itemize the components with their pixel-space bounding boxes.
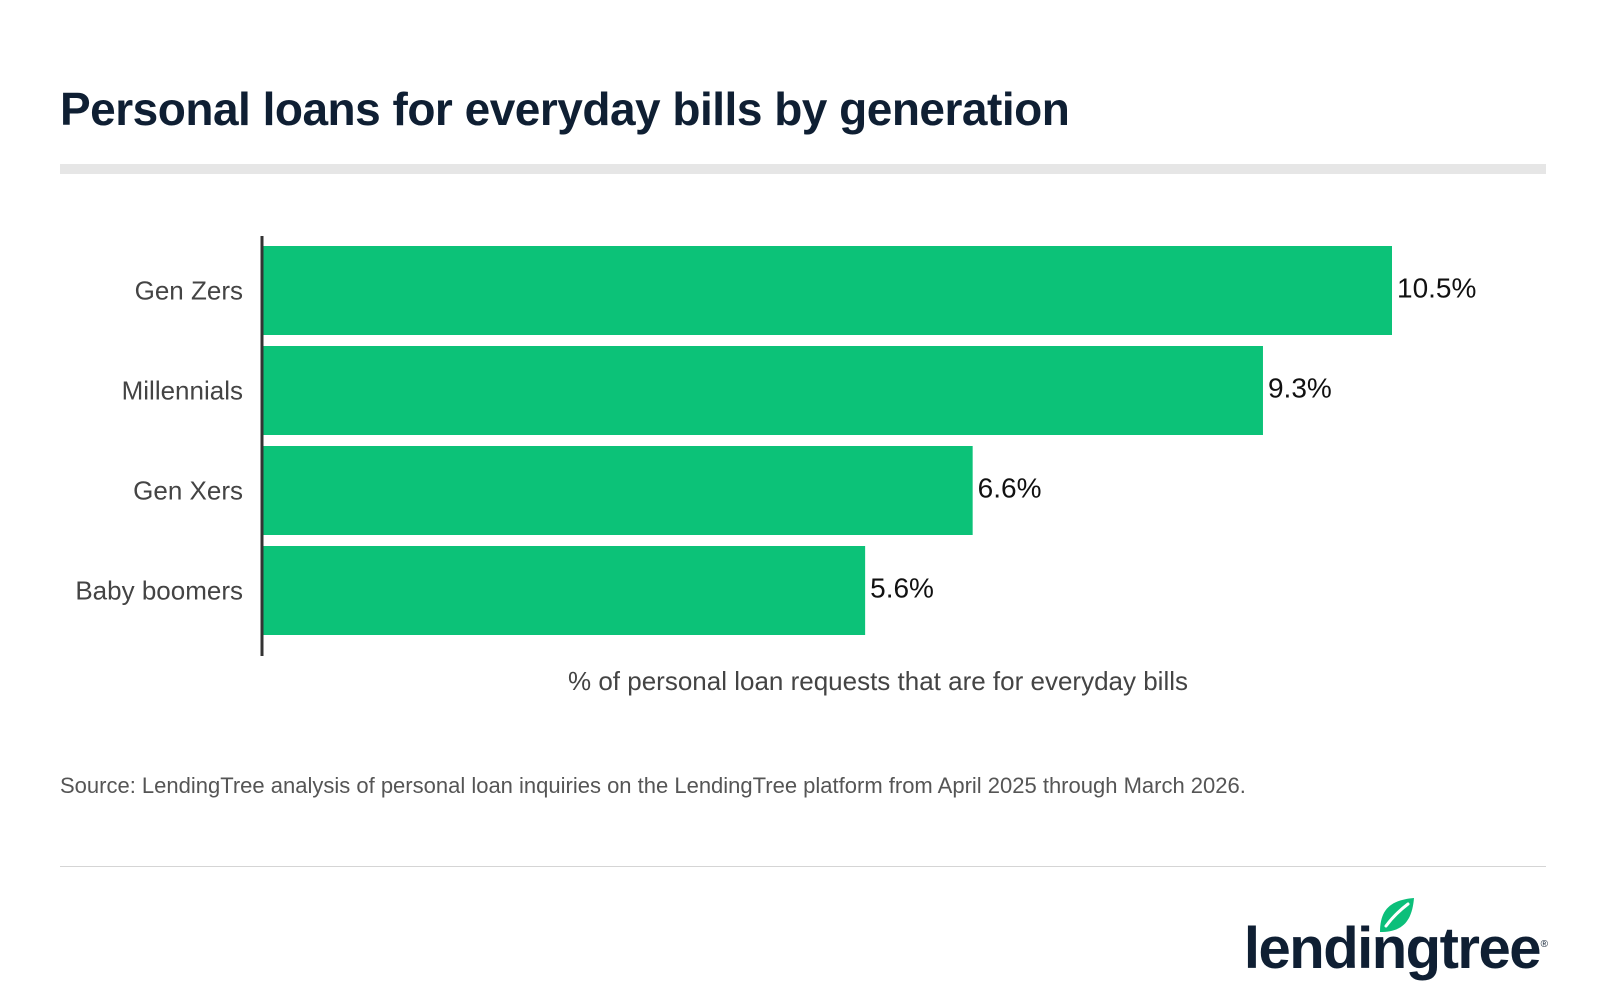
x-axis-label: % of personal loan requests that are for… bbox=[568, 666, 1189, 696]
bar-baby-boomers bbox=[263, 546, 866, 635]
bar-millennials bbox=[263, 346, 1263, 435]
value-label: 5.6% bbox=[870, 573, 934, 604]
category-label: Gen Zers bbox=[135, 276, 243, 306]
leaf-icon bbox=[1380, 898, 1414, 932]
category-label: Gen Xers bbox=[133, 476, 243, 506]
source-note: Source: LendingTree analysis of personal… bbox=[60, 773, 1246, 798]
value-label: 10.5% bbox=[1397, 273, 1476, 304]
logo-wordmark: lendingtree bbox=[1243, 916, 1542, 981]
chart-title: Personal loans for everyday bills by gen… bbox=[60, 83, 1070, 135]
title-divider bbox=[60, 164, 1546, 174]
lendingtree-logo: lendingtree ® bbox=[1244, 896, 1548, 986]
bars-group: Gen Zers 10.5% Millennials 9.3% Gen Xers 6.6%… bbox=[75, 246, 1476, 635]
footer-divider bbox=[60, 866, 1546, 867]
value-label: 6.6% bbox=[978, 473, 1042, 504]
registered-mark: ® bbox=[1540, 939, 1548, 950]
bar-gen-zers bbox=[263, 246, 1392, 335]
category-label: Millennials bbox=[122, 376, 243, 406]
value-label: 9.3% bbox=[1268, 373, 1332, 404]
category-label: Baby boomers bbox=[75, 576, 243, 606]
bar-gen-xers bbox=[263, 446, 973, 535]
